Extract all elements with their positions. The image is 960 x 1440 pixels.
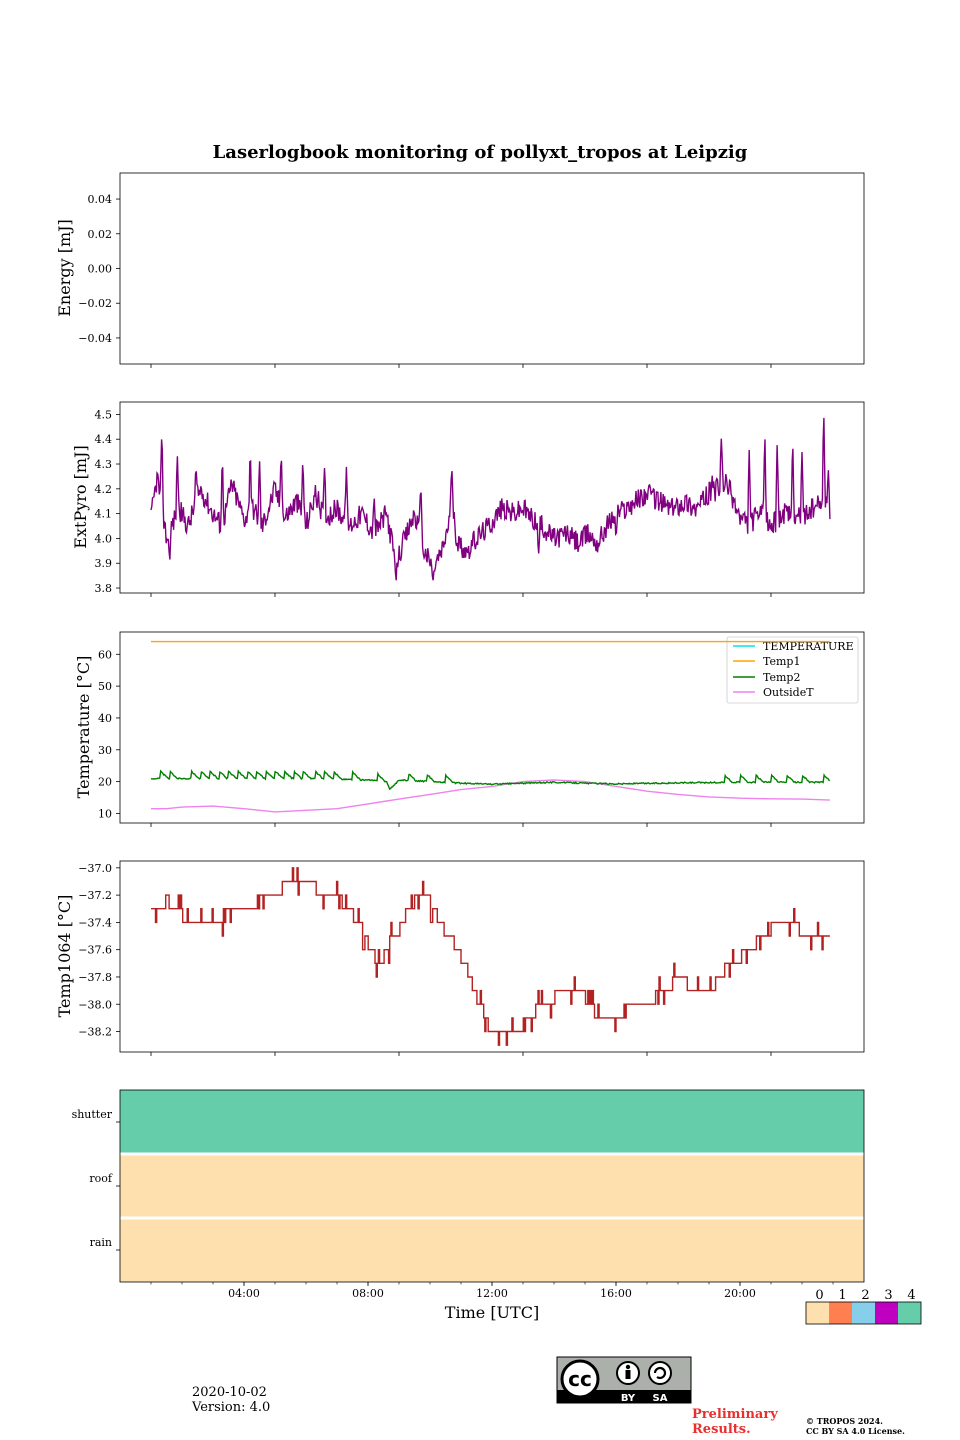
energy-ytick-label: −0.04 <box>78 332 112 345</box>
temp1064-ytick-label: −38.2 <box>78 1026 112 1039</box>
temperature-yaxis: 10 20 30 40 50 60 <box>98 648 120 820</box>
temp1064-ylabel: Temp1064 [°C] <box>55 895 74 1018</box>
preliminary-results-line1: Preliminary <box>692 1407 778 1422</box>
outsidet-line <box>151 779 830 813</box>
chart-title: Laserlogbook monitoring of pollyxt_tropo… <box>213 142 748 163</box>
energy-panel: Energy [mJ] <box>55 172 865 365</box>
legend-box <box>726 636 859 704</box>
colorbar-cell-3 <box>875 1302 898 1324</box>
status-panel: Time [UTC] <box>445 1303 539 1322</box>
extpyro-ytick-label: 4.3 <box>95 458 113 471</box>
status-heatmap: shutter roof rain 04:00 08:00 12:00 16:00 20:00 <box>72 1089 865 1300</box>
cc-by-sa-logo: cc BY SA <box>556 1356 692 1404</box>
temperature-ytick-label: 60 <box>98 648 112 661</box>
sa-arrow-icon <box>653 1366 667 1380</box>
copyright-line2: CC BY SA 4.0 License. <box>806 1426 905 1436</box>
temp1064-line <box>151 867 830 1046</box>
copyright-line1: © TROPOS 2024. <box>806 1416 883 1426</box>
energy-yaxis: 0.04 0.02 0.00 −0.02 −0.04 <box>78 193 120 345</box>
extpyro-ytick-label: 4.4 <box>95 433 113 446</box>
status-row-label-shutter: shutter <box>72 1108 113 1121</box>
by-person-body <box>625 1370 631 1379</box>
cc-logo-text: cc <box>568 1367 592 1391</box>
preliminary-results-line2: Results. <box>692 1422 751 1437</box>
status-row-roof <box>120 1154 864 1218</box>
status-xlabel: Time [UTC] <box>445 1303 539 1322</box>
colorbar-tick-label: 3 <box>884 1288 892 1303</box>
temp1064-ytick-label: −37.4 <box>78 916 112 929</box>
extpyro-panel: ExtPyro [mJ] <box>71 401 865 594</box>
colorbar-cell-0 <box>806 1302 829 1324</box>
status-xtick-label: 16:00 <box>600 1287 632 1300</box>
sa-share-icon <box>648 1361 672 1385</box>
extpyro-ytick-label: 3.8 <box>95 582 113 595</box>
temperature-legend: TEMPERATURE Temp1 Temp2 OutsideT <box>726 636 859 704</box>
extpyro-ytick-label: 4.2 <box>95 483 113 496</box>
temp1064-panel: Temp1064 [°C] <box>55 860 865 1053</box>
status-xtick-label: 08:00 <box>352 1287 384 1300</box>
energy-ytick-label: 0.02 <box>88 228 113 241</box>
temp2-line <box>150 768 831 791</box>
extpyro-line <box>150 417 831 581</box>
cc-circle-icon <box>560 1359 600 1399</box>
temp1064-ytick-label: −38.0 <box>78 998 112 1011</box>
energy-xaxis <box>150 364 772 368</box>
temperature-ylabel: Temperature [°C] <box>74 656 93 799</box>
colorbar-tick-label: 4 <box>907 1288 915 1303</box>
extpyro-ytick-label: 4.0 <box>95 532 113 545</box>
status-row-label-rain: rain <box>90 1236 112 1249</box>
temperature-ytick-label: 10 <box>98 807 112 820</box>
energy-ylabel: Energy [mJ] <box>55 219 74 317</box>
temp1064-xaxis <box>150 1052 772 1056</box>
cc-sa-label: SA <box>653 1393 668 1404</box>
temp1064-ytick-label: −37.2 <box>78 889 112 902</box>
status-xtick-label: 20:00 <box>724 1287 756 1300</box>
cc-by-label: BY <box>621 1393 636 1404</box>
by-person-head <box>625 1364 631 1370</box>
colorbar-tick-label: 1 <box>838 1288 846 1303</box>
temp1064-ytick-label: −37.0 <box>78 862 112 875</box>
energy-ytick-label: −0.02 <box>78 297 112 310</box>
temperature-panel: Temperature [°C] <box>74 631 865 824</box>
temperature-ytick-label: 20 <box>98 776 112 789</box>
energy-ytick-label: 0.00 <box>88 263 113 276</box>
status-xtick-label: 12:00 <box>476 1287 508 1300</box>
temperature-xaxis <box>150 823 772 827</box>
temp1064-axes <box>119 860 865 1053</box>
energy-axes <box>119 172 865 365</box>
extpyro-ytick-label: 3.9 <box>95 557 113 570</box>
extpyro-ytick-label: 4.5 <box>95 408 113 421</box>
colorbar-tick-label: 2 <box>861 1288 869 1303</box>
colorbar-cell-4 <box>898 1302 921 1324</box>
energy-ytick-label: 0.04 <box>88 193 113 206</box>
legend-label-outsidet: OutsideT <box>763 686 814 699</box>
temperature-axes <box>119 631 865 824</box>
extpyro-ylabel: ExtPyro [mJ] <box>71 445 90 548</box>
extpyro-axes <box>119 401 865 594</box>
temp1064-ytick-label: −37.8 <box>78 971 112 984</box>
footer-date: 2020-10-02 <box>192 1385 267 1400</box>
temperature-ytick-label: 30 <box>98 744 112 757</box>
temp1064-yaxis: −37.0 −37.2 −37.4 −37.6 −37.8 −38.0 −38.2 <box>78 862 120 1039</box>
extpyro-yaxis: 3.8 3.9 4.0 4.1 4.2 4.3 4.4 4.5 <box>95 408 120 595</box>
status-xtick-label: 04:00 <box>228 1287 260 1300</box>
colorbar-tick-label: 0 <box>815 1288 823 1303</box>
status-row-label-roof: roof <box>89 1172 113 1185</box>
temp1064-ytick-label: −37.6 <box>78 944 112 957</box>
legend-label-temperature: TEMPERATURE <box>763 640 854 653</box>
footer-version: Version: 4.0 <box>191 1400 270 1415</box>
status-row-shutter <box>120 1090 864 1154</box>
temperature-ytick-label: 50 <box>98 680 112 693</box>
extpyro-xaxis <box>150 593 772 597</box>
colorbar-cell-2 <box>852 1302 875 1324</box>
legend-label-temp1: Temp1 <box>763 655 800 668</box>
extpyro-ytick-label: 4.1 <box>95 508 113 521</box>
legend-label-temp2: Temp2 <box>763 671 800 684</box>
colorbar-frame <box>805 1301 922 1325</box>
temperature-ytick-label: 40 <box>98 712 112 725</box>
status-row-rain <box>120 1218 864 1282</box>
colorbar-cell-1 <box>829 1302 852 1324</box>
